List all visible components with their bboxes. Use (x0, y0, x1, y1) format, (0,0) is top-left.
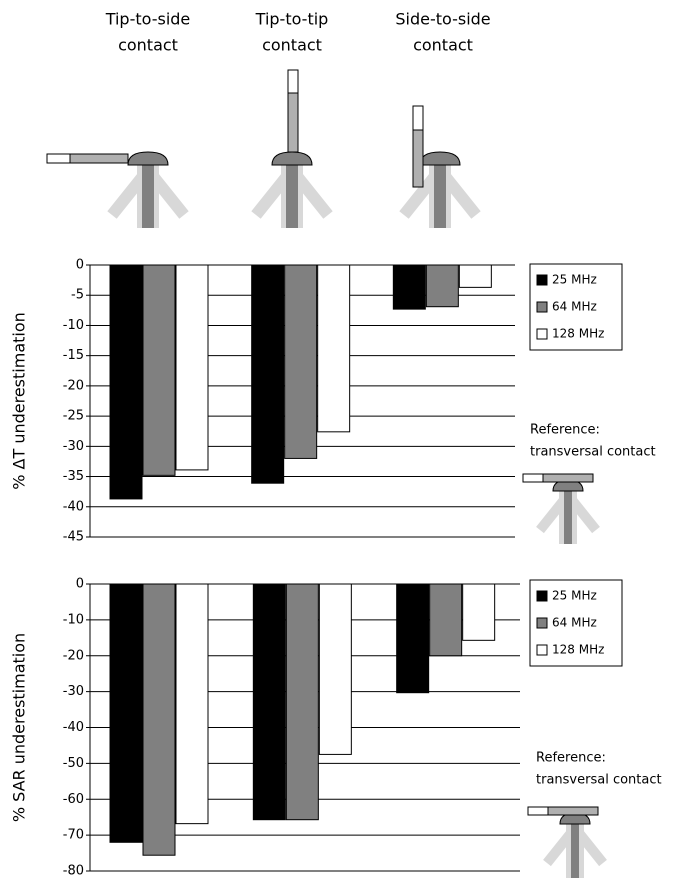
y-tick-label: -20 (63, 648, 84, 663)
y-tick-label: -30 (63, 439, 84, 454)
legend-label: 25 MHz (552, 589, 597, 603)
header-label: contact (262, 36, 322, 55)
bar (110, 584, 142, 842)
y-axis-label: % SAR underestimation (10, 633, 29, 822)
bar (110, 265, 142, 499)
annotation: transversal contact (530, 445, 656, 460)
bar (319, 584, 351, 754)
legend-label: 64 MHz (552, 300, 597, 314)
y-tick-label: -25 (63, 409, 84, 424)
y-tick-label: -80 (63, 864, 84, 878)
bar (143, 265, 175, 475)
y-tick-label: -50 (63, 756, 84, 771)
legend-label: 128 MHz (552, 327, 604, 341)
bar (393, 265, 425, 309)
bar (285, 265, 317, 458)
bar (143, 584, 175, 855)
header-label: Tip-to-tip (255, 10, 329, 29)
legend-swatch (537, 645, 547, 655)
legend-label: 128 MHz (552, 643, 604, 657)
y-tick-label: -5 (71, 288, 84, 303)
y-tick-label: -40 (63, 720, 84, 735)
legend-swatch (537, 591, 547, 601)
y-tick-label: -15 (63, 348, 84, 363)
diagram-reference-2 (528, 807, 603, 878)
y-tick-label: -40 (63, 499, 84, 514)
bar (459, 265, 491, 287)
y-tick-label: -70 (63, 828, 84, 843)
y-tick-label: -10 (63, 612, 84, 627)
y-tick-label: -20 (63, 378, 84, 393)
legend-swatch (537, 302, 547, 312)
y-tick-label: -45 (63, 530, 84, 545)
annotation: Reference: (536, 751, 606, 766)
bar (430, 584, 462, 656)
legend-swatch (537, 329, 547, 339)
bar (426, 265, 458, 307)
bar (463, 584, 495, 640)
diagram-reference-1 (523, 474, 596, 544)
y-tick-label: -10 (63, 318, 84, 333)
bar (318, 265, 350, 432)
y-tick-label: -35 (63, 469, 84, 484)
header-label: Tip-to-side (105, 10, 191, 29)
figure: Tip-to-side contact Tip-to-tip contact Side-… (0, 0, 681, 878)
bar (286, 584, 318, 820)
diagram-tip-to-tip (256, 70, 328, 228)
annotation: Reference: (530, 423, 600, 438)
header-label: contact (413, 36, 473, 55)
diagram-tip-to-side (47, 152, 184, 228)
bar (176, 265, 208, 470)
y-tick-label: 0 (76, 577, 84, 592)
legend-label: 64 MHz (552, 616, 597, 630)
bar (252, 265, 284, 483)
y-tick-label: 0 (76, 258, 84, 273)
annotation: transversal contact (536, 773, 662, 788)
bar (253, 584, 285, 820)
y-tick-label: -60 (63, 792, 84, 807)
legend-label: 25 MHz (552, 273, 597, 287)
legend-swatch (537, 275, 547, 285)
header-label: Side-to-side (395, 10, 490, 29)
header-label: contact (118, 36, 178, 55)
bar (176, 584, 208, 824)
bar (397, 584, 429, 693)
legend-swatch (537, 618, 547, 628)
y-tick-label: -30 (63, 684, 84, 699)
diagram-side-to-side (404, 106, 476, 228)
y-axis-label: % ΔT underestimation (10, 312, 29, 490)
